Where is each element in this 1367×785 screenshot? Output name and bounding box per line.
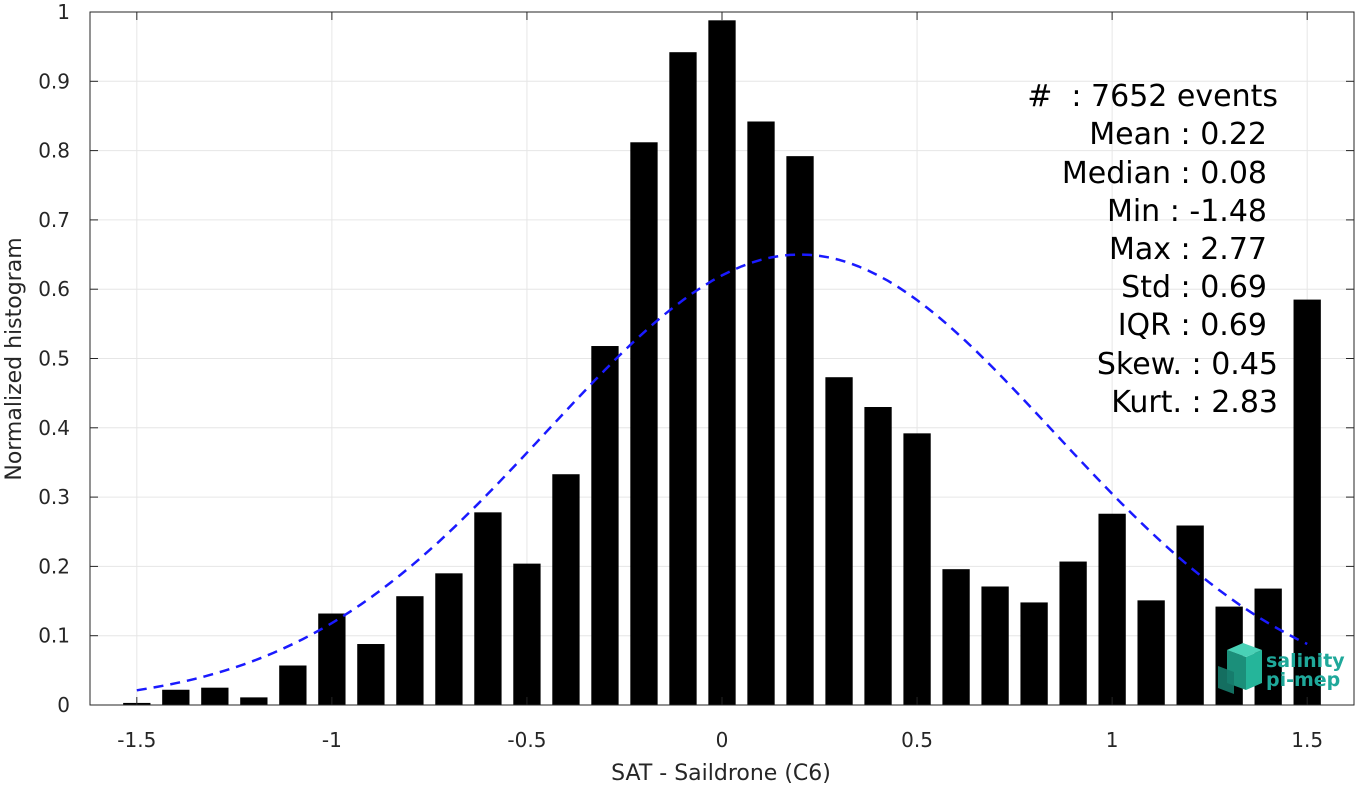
histogram-bar — [1293, 299, 1321, 705]
stat-mean: Mean : 0.22 — [1089, 117, 1267, 152]
histogram-bar — [474, 512, 502, 705]
x-axis-label: SAT - Saildrone (C6) — [611, 761, 831, 785]
histogram-bar — [357, 644, 385, 705]
x-tick-label: -1.5 — [117, 728, 156, 752]
histogram-bar — [1176, 525, 1204, 705]
y-tick-label: 0.4 — [38, 416, 70, 440]
histogram-bar — [864, 407, 892, 705]
x-tick-label: 1 — [1106, 728, 1119, 752]
histogram-bar — [201, 687, 229, 705]
histogram-bar — [708, 20, 736, 706]
y-tick-label: 0.8 — [38, 139, 70, 163]
histogram-bar — [981, 586, 1009, 705]
y-tick-label: 0.1 — [38, 624, 70, 648]
histogram-bar — [240, 697, 268, 705]
y-axis-label: Normalized histogram — [2, 237, 27, 480]
logo-text-pimep: pi-mep — [1266, 669, 1340, 691]
histogram-bar — [552, 474, 580, 705]
stats-box: # : 7652 events Mean : 0.22 Median : 0.0… — [1027, 79, 1278, 420]
x-tick-label: -0.5 — [507, 728, 546, 752]
histogram-bar — [903, 433, 931, 705]
histogram-bar — [669, 52, 697, 706]
histogram-bar — [1098, 513, 1126, 705]
histogram-bar — [942, 569, 970, 705]
stat-std: Std : 0.69 — [1121, 270, 1267, 305]
x-tick-label: 0 — [716, 728, 729, 752]
histogram-bar — [591, 346, 619, 705]
y-tick-label: 0.2 — [38, 554, 70, 578]
x-axis-ticks: -1.5 -1 -0.5 0 0.5 1 1.5 — [117, 12, 1323, 752]
histogram-bar — [1254, 588, 1282, 705]
y-tick-label: 0.6 — [38, 277, 70, 301]
x-tick-label: -1 — [322, 728, 342, 752]
y-tick-label: 0.7 — [38, 208, 70, 232]
histogram-bar — [318, 613, 346, 705]
histogram-bar — [630, 142, 658, 705]
y-tick-label: 0.9 — [38, 69, 70, 93]
histogram-bar — [1020, 602, 1048, 705]
histogram-bar — [786, 156, 814, 706]
histogram-bars — [123, 20, 1321, 706]
y-tick-label: 0.3 — [38, 485, 70, 509]
logo: salinity pi-mep — [1218, 643, 1345, 694]
stat-max: Max : 2.77 — [1109, 232, 1267, 267]
y-tick-label: 0.5 — [38, 347, 70, 371]
y-tick-label: 1 — [57, 0, 70, 24]
histogram-bar — [162, 689, 190, 705]
stat-skew: Skew. : 0.45 — [1097, 347, 1278, 382]
histogram-bar — [435, 573, 463, 705]
y-tick-label: 0 — [57, 693, 70, 717]
stat-kurt: Kurt. : 2.83 — [1111, 385, 1278, 420]
histogram-bar — [747, 121, 775, 705]
histogram-bar — [513, 563, 541, 705]
stat-iqr: IQR : 0.69 — [1118, 308, 1267, 343]
stat-count: # : 7652 events — [1027, 79, 1278, 114]
normal-fit-curve — [136, 253, 1308, 692]
logo-text-salinity: salinity — [1266, 650, 1345, 672]
y-axis-ticks: 0 0.1 0.2 0.3 0.4 0.5 0.6 0.7 0.8 0.9 1 — [38, 0, 1354, 717]
salinity-cube-icon — [1218, 643, 1262, 694]
stat-median: Median : 0.08 — [1062, 156, 1267, 191]
histogram-bar — [396, 596, 424, 705]
stat-min: Min : -1.48 — [1107, 194, 1267, 229]
histogram-bar — [279, 665, 307, 705]
histogram-bar — [1137, 600, 1165, 705]
histogram-bar — [1059, 561, 1087, 705]
x-tick-label: 0.5 — [901, 728, 933, 752]
histogram-bar — [825, 377, 853, 705]
x-tick-label: 1.5 — [1291, 728, 1323, 752]
